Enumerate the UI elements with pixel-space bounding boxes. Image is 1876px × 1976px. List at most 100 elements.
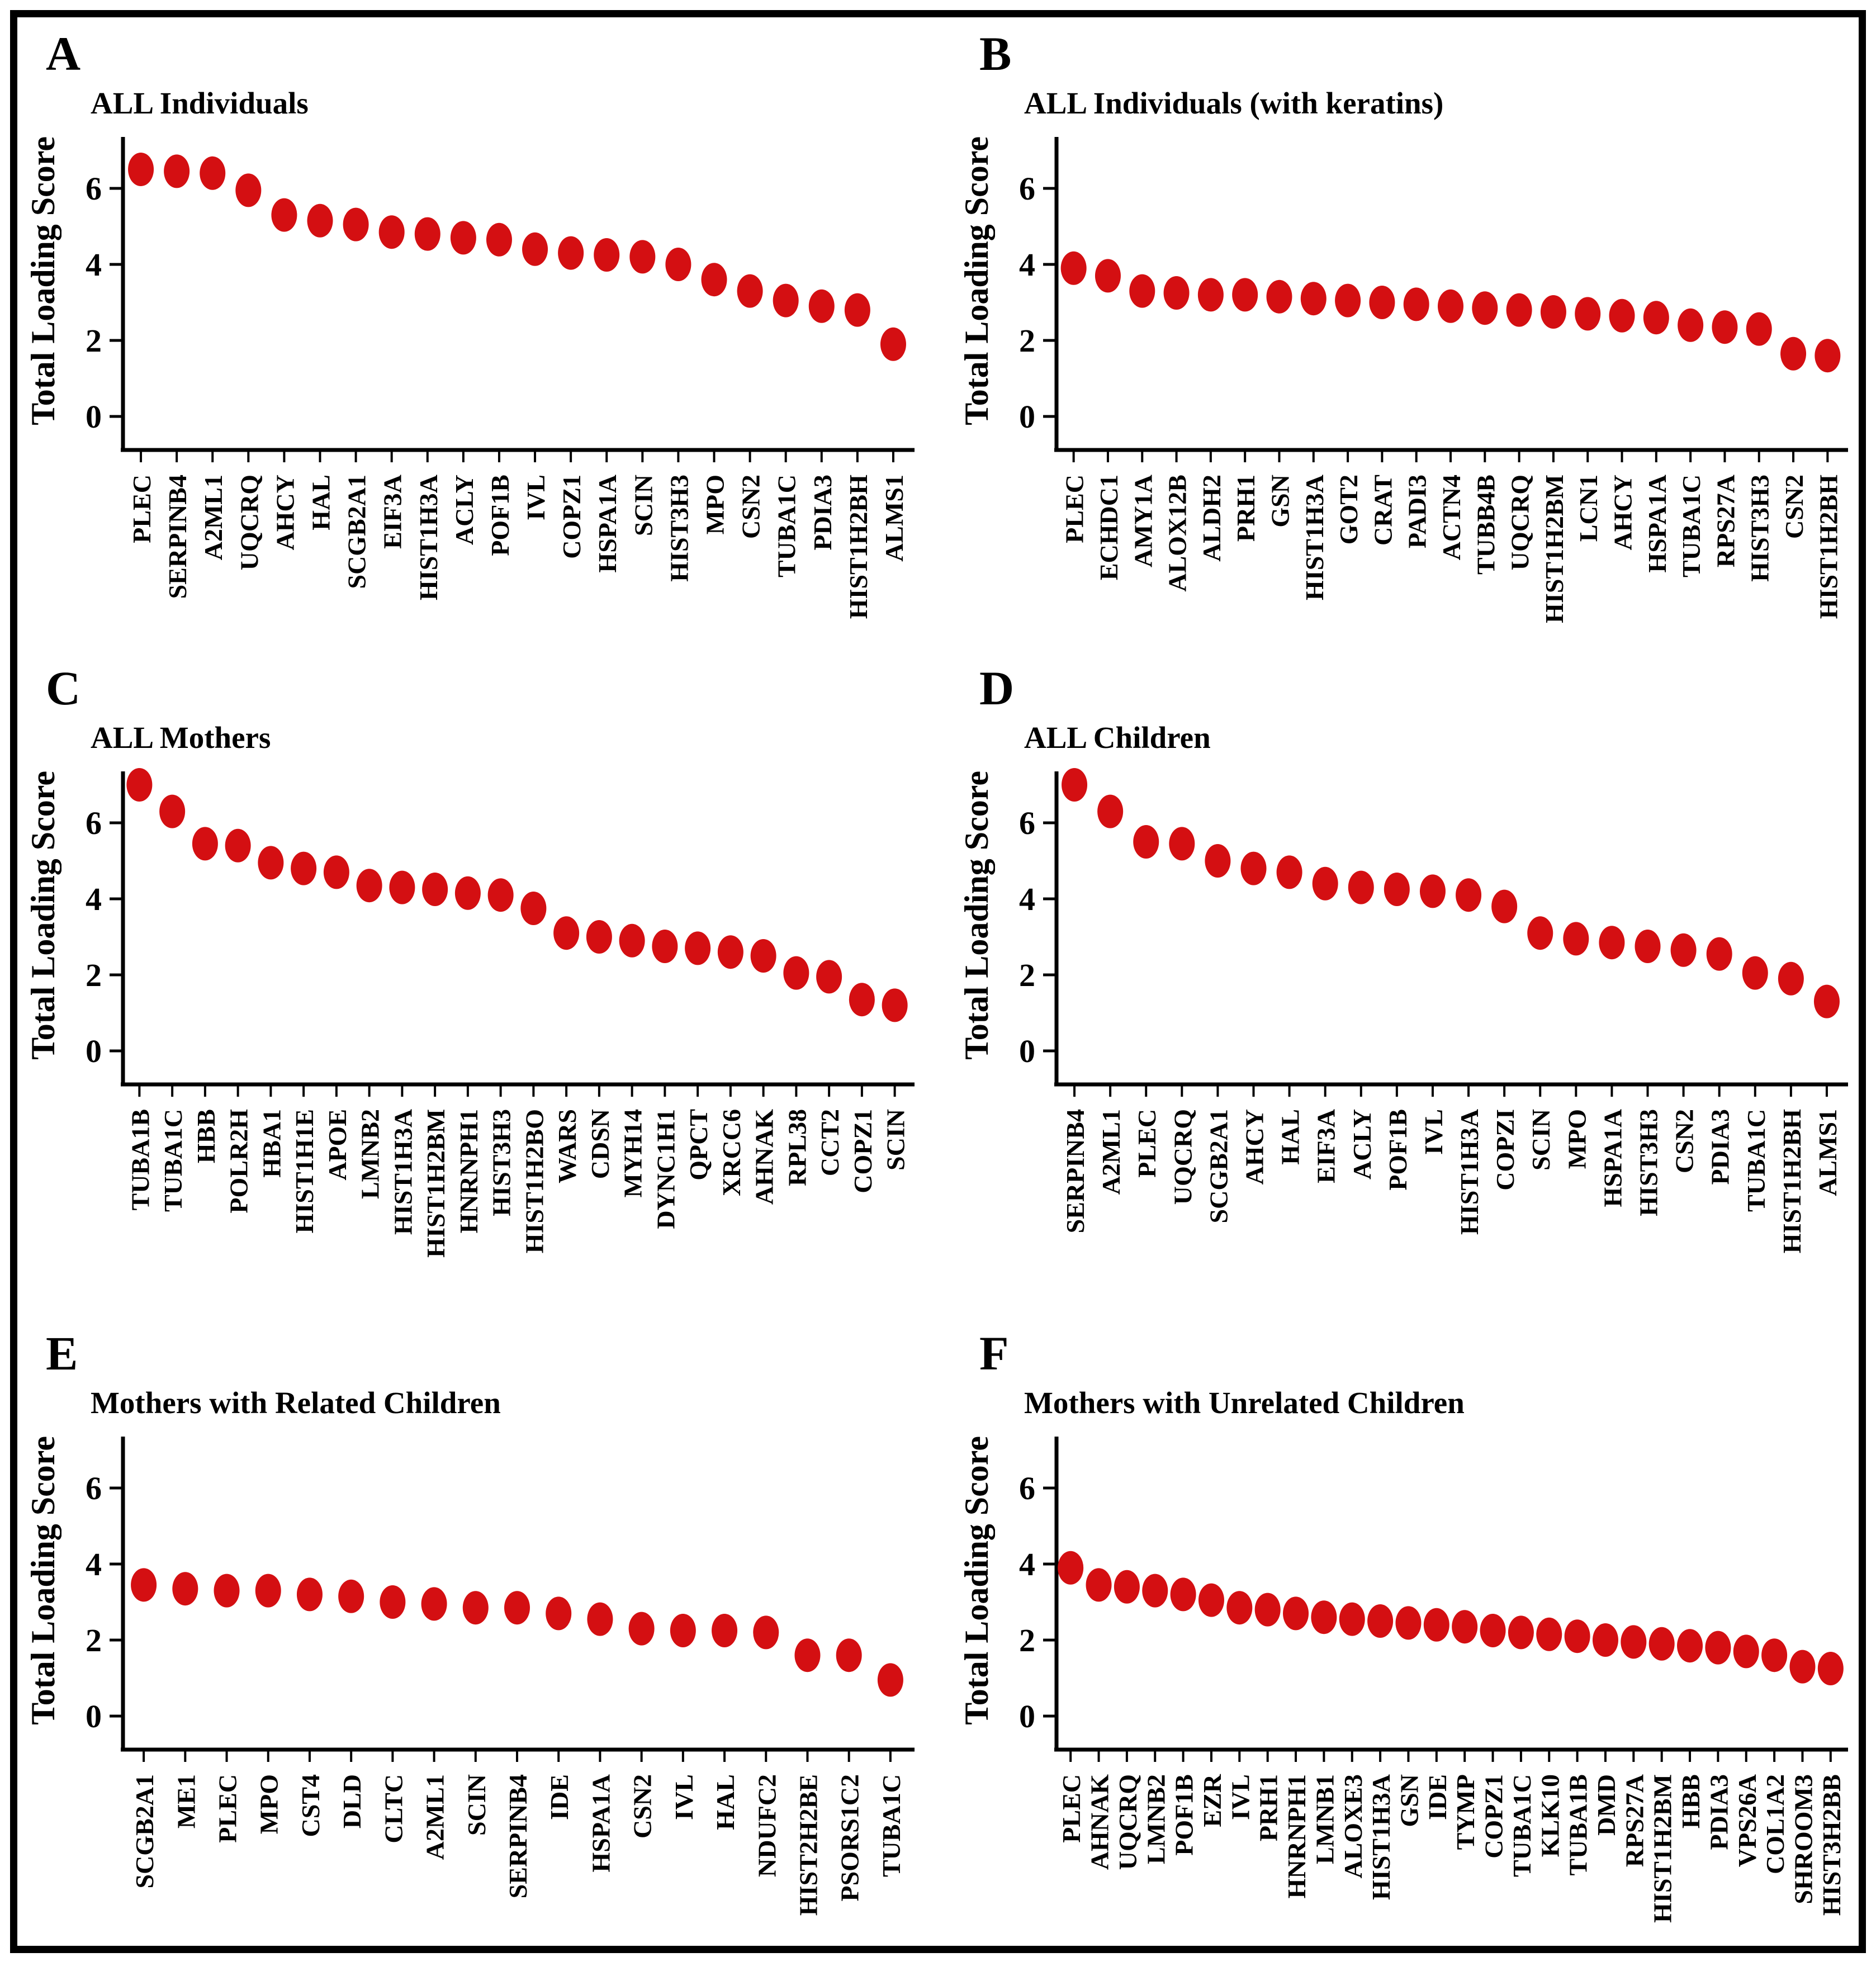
- x-tick-label: ALDH2: [1197, 475, 1226, 562]
- y-tick-label: 2: [1019, 323, 1035, 359]
- x-tick-label: HIST1H1E: [290, 1109, 319, 1233]
- data-point: [389, 870, 415, 904]
- data-point: [652, 930, 678, 963]
- data-point: [553, 916, 580, 950]
- data-point: [520, 892, 547, 925]
- y-tick-label: 6: [1019, 805, 1035, 841]
- panel-title: ALL Individuals: [91, 86, 309, 120]
- x-tick-label: ALMS1: [880, 475, 908, 562]
- x-tick-label: HNRNPH1: [454, 1109, 483, 1233]
- y-tick-label: 4: [1019, 1546, 1035, 1582]
- x-tick-label: PRH1: [1254, 1774, 1283, 1841]
- x-tick-label: IVL: [1226, 1774, 1254, 1820]
- data-point: [454, 876, 481, 910]
- x-tick-label: ACLY: [1348, 1109, 1376, 1179]
- x-tick-label: ACLY: [450, 475, 479, 545]
- panel-mothers-related-children: E Mothers with Related Children Total Lo…: [17, 1325, 939, 1976]
- data-point: [323, 855, 349, 889]
- data-point: [1114, 1570, 1140, 1604]
- x-tick-label: HSPA1A: [586, 1774, 615, 1873]
- data-point: [836, 1638, 862, 1672]
- x-tick-label: UQCRQ: [1114, 1774, 1142, 1870]
- y-tick-label: 4: [86, 1546, 102, 1582]
- y-tick-label: 2: [86, 323, 102, 359]
- data-point: [1403, 287, 1429, 321]
- data-point: [307, 203, 333, 238]
- x-tick-label: LCN1: [1574, 475, 1603, 542]
- x-tick-label: HIST1H2BH: [844, 475, 873, 619]
- x-tick-label: PLEC: [214, 1774, 242, 1843]
- data-point: [882, 988, 908, 1022]
- x-tick-label: POF1B: [1170, 1774, 1198, 1856]
- x-tick-label: EZR: [1198, 1774, 1226, 1827]
- x-tick-label: A2ML1: [421, 1774, 449, 1860]
- data-point: [717, 935, 743, 969]
- panel-title: Mothers with Related Children: [91, 1386, 501, 1420]
- x-tick-label: TUBA1C: [1508, 1774, 1536, 1877]
- data-point: [1789, 1650, 1816, 1684]
- data-point: [1170, 1577, 1196, 1612]
- x-tick-label: XRCC6: [717, 1109, 746, 1196]
- data-point: [1599, 926, 1625, 960]
- x-tick-label: CDSN: [586, 1109, 614, 1179]
- panel-mothers-unrelated-children: F Mothers with Unrelated Children Total …: [950, 1325, 1873, 1976]
- data-point: [421, 1587, 447, 1621]
- data-point: [487, 878, 514, 912]
- x-tick-label: HBB: [192, 1109, 220, 1163]
- data-point: [1778, 961, 1804, 996]
- data-point: [1367, 1604, 1394, 1638]
- x-tick-label: UQCRQ: [235, 475, 263, 570]
- data-point: [1712, 310, 1738, 344]
- x-tick-label: SERPINB4: [504, 1774, 532, 1898]
- data-point: [462, 1591, 489, 1625]
- data-point: [1163, 276, 1190, 310]
- data-point: [338, 1579, 364, 1613]
- data-point: [128, 153, 154, 186]
- data-point: [1592, 1623, 1618, 1657]
- x-tick-label: IDE: [1423, 1774, 1452, 1820]
- data-point: [1705, 1631, 1731, 1665]
- data-point: [1780, 337, 1807, 371]
- x-tick-label: IVL: [522, 475, 550, 520]
- x-tick-label: HIST1H3A: [1300, 475, 1329, 600]
- data-point: [450, 221, 476, 255]
- x-tick-label: AMY1A: [1129, 475, 1157, 567]
- data-point: [701, 263, 727, 297]
- data-point: [558, 236, 584, 270]
- x-tick-label: HIST1H3A: [1455, 1109, 1484, 1235]
- x-tick-label: TUBA1C: [1677, 475, 1706, 577]
- y-tick-label: 2: [86, 1622, 102, 1658]
- x-tick-label: A2ML1: [199, 475, 228, 560]
- x-tick-label: AHCY: [1240, 1109, 1269, 1184]
- data-point: [378, 215, 405, 249]
- data-point: [1677, 1629, 1703, 1663]
- x-tick-label: SCGB2A1: [130, 1774, 159, 1888]
- data-point: [1097, 794, 1124, 828]
- data-point: [1086, 1568, 1112, 1602]
- x-tick-label: TUBA1B: [1564, 1774, 1593, 1875]
- y-tick-label: 0: [1019, 1033, 1035, 1069]
- x-tick-label: GOT2: [1334, 475, 1363, 544]
- x-tick-label: ALOXE3: [1339, 1774, 1367, 1879]
- x-tick-label: PLEC: [1133, 1109, 1161, 1178]
- data-point: [1062, 768, 1088, 802]
- x-tick-label: MPO: [1562, 1109, 1591, 1169]
- data-point: [192, 827, 218, 861]
- y-tick-label: 4: [1019, 881, 1035, 917]
- data-point: [808, 289, 835, 323]
- x-tick-label: LMNB1: [1310, 1774, 1339, 1864]
- data-point: [1491, 889, 1518, 923]
- data-point: [131, 1568, 157, 1602]
- y-tick-label: 4: [86, 247, 102, 283]
- data-point: [1456, 878, 1482, 912]
- data-point: [1506, 293, 1532, 327]
- x-tick-label: PRH1: [1231, 475, 1260, 542]
- data-point: [1508, 1615, 1534, 1650]
- x-tick-label: ACTN4: [1437, 475, 1466, 560]
- data-point: [258, 846, 284, 880]
- data-point: [1746, 312, 1772, 346]
- data-point: [1384, 873, 1410, 906]
